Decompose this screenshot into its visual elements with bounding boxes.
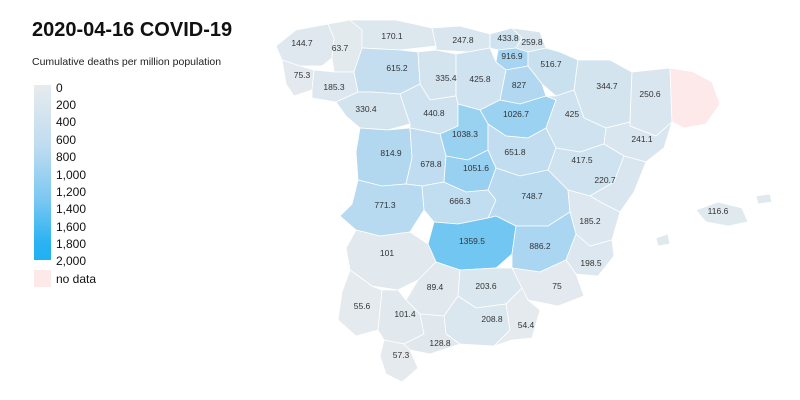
legend-tick: 1,800 [56,237,87,251]
province-value-label: 425 [565,109,579,119]
province-girona[interactable] [669,67,721,129]
legend-tick: 1,000 [56,168,87,182]
province-cadiz[interactable] [379,339,419,383]
province-value-label: 89.4 [427,282,444,292]
province-value-label: 440.8 [423,108,445,118]
province-value-label: 198.5 [580,258,602,268]
province-value-label: 814.9 [380,148,402,158]
province-value-label: 335.4 [435,73,457,83]
province-value-label: 247.8 [452,35,474,45]
province-value-label: 63.7 [332,43,349,53]
province-value-label: 1359.5 [459,236,485,246]
province-value-label: 203.6 [475,281,497,291]
province-value-label: 433.8 [497,33,519,43]
province-value-label: 54.4 [518,320,535,330]
province-value-label: 128.8 [429,338,451,348]
legend-tick: 1,600 [56,220,87,234]
province-value-label: 55.6 [354,301,371,311]
province-value-label: 886.2 [529,241,551,251]
province-value-label: 748.7 [521,191,543,201]
province-value-label: 185.2 [579,216,601,226]
province-value-label: 1026.7 [503,109,529,119]
province-value-label: 101 [380,248,394,258]
no-data-label: no data [56,272,97,286]
province-value-label: 827 [512,80,526,90]
no-data-swatch [34,270,51,287]
province-lleida[interactable] [629,67,673,137]
province-value-label: 144.7 [291,38,313,48]
province-ibiza[interactable] [655,233,671,247]
province-value-label: 250.6 [639,89,661,99]
province-asturias[interactable] [348,19,437,51]
province-value-label: 170.1 [381,31,403,41]
province-value-label: 771.3 [374,200,396,210]
province-value-label: 615.2 [386,63,408,73]
province-value-label: 417.5 [571,155,593,165]
legend-tick: 600 [56,133,77,147]
legend-tick: 800 [56,150,77,164]
legend-tick: 400 [56,115,77,129]
province-malaga[interactable] [403,313,461,355]
province-value-label: 916.9 [501,51,523,61]
legend-tick: 2,000 [56,254,87,268]
province-value-label: 259.8 [521,37,543,47]
province-value-label: 516.7 [540,59,562,69]
province-value-label: 116.6 [708,206,729,216]
province-almeria[interactable] [493,287,541,347]
legend-tick: 1,200 [56,185,87,199]
province-value-label: 75.3 [294,70,311,80]
province-value-label: 208.8 [481,314,503,324]
province-value-label: 1038.3 [452,129,478,139]
province-value-label: 425.8 [469,74,491,84]
province-value-label: 1051.6 [463,163,489,173]
province-value-label: 678.8 [420,159,442,169]
province-value-label: 666.3 [449,196,471,206]
legend-tick: 200 [56,98,77,112]
province-value-label: 344.7 [596,81,618,91]
province-value-label: 101.4 [394,309,416,319]
legend-color-ramp [34,85,51,260]
value-labels: 144.7 63.7 170.1 247.8 433.8 259.8 916.9 516.7 7… [291,31,728,360]
province-value-label: 75 [552,281,562,291]
map-subtitle: Cumulative deaths per million population [32,56,222,68]
legend-tick: 1,400 [56,202,87,216]
province-huelva[interactable] [337,269,383,337]
legend-tick: 0 [56,81,63,95]
province-islas-baleares[interactable] [695,201,749,227]
province-value-label: 57.3 [393,350,410,360]
province-value-label: 330.4 [355,104,377,114]
province-value-label: 651.8 [504,147,526,157]
province-murcia[interactable] [511,259,585,307]
province-value-label: 241.1 [631,134,653,144]
province-value-label: 185.3 [323,82,345,92]
province-value-label: 220.7 [594,175,616,185]
province-menorca[interactable] [755,193,773,205]
map-title: 2020-04-16 COVID-19 [32,19,233,41]
province-avila[interactable] [405,127,447,187]
